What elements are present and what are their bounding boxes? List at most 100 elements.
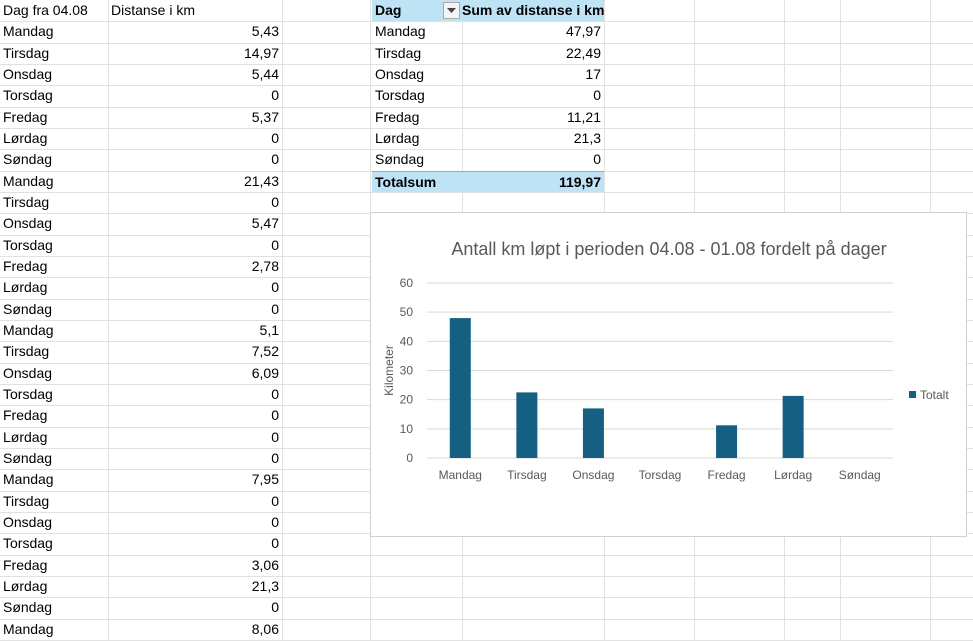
pivot-row-value[interactable]: 21,3 — [573, 130, 601, 146]
day-cell[interactable]: Tirsdag — [3, 343, 50, 359]
distance-cell[interactable]: 0 — [271, 514, 279, 530]
bar-tirsdag — [516, 392, 538, 458]
day-cell[interactable]: Søndag — [3, 151, 53, 167]
day-cell[interactable]: Tirsdag — [3, 45, 50, 61]
distance-cell[interactable]: 0 — [271, 407, 279, 423]
day-cell[interactable]: Onsdag — [3, 365, 53, 381]
distance-cell[interactable]: 5,1 — [259, 322, 279, 338]
x-tick-label: Torsdag — [639, 468, 682, 482]
day-cell[interactable]: Mandag — [3, 621, 54, 637]
day-cell[interactable]: Onsdag — [3, 215, 53, 231]
day-cell[interactable]: Fredag — [3, 258, 48, 274]
grid-row-line — [0, 576, 973, 577]
chart-title: Antall km løpt i perioden 04.08 - 01.08 … — [451, 239, 886, 259]
column-header-distance[interactable]: Distanse i km — [111, 2, 196, 18]
y-tick-label: 30 — [400, 364, 414, 378]
distance-cell[interactable]: 7,95 — [251, 471, 279, 487]
day-cell[interactable]: Tirsdag — [3, 493, 50, 509]
distance-cell[interactable]: 5,44 — [251, 66, 279, 82]
pivot-header-day[interactable]: Dag — [372, 0, 462, 21]
bar-chart[interactable]: Antall km løpt i perioden 04.08 - 01.08 … — [370, 212, 967, 537]
distance-cell[interactable]: 0 — [271, 237, 279, 253]
column-header-day[interactable]: Dag fra 04.08 — [3, 2, 88, 18]
pivot-total-value[interactable]: 119,97 — [462, 171, 604, 192]
day-cell[interactable]: Torsdag — [3, 87, 53, 103]
distance-cell[interactable]: 6,09 — [251, 365, 279, 381]
day-cell[interactable]: Fredag — [3, 109, 48, 125]
distance-cell[interactable]: 0 — [271, 130, 279, 146]
pivot-row-label[interactable]: Fredag — [375, 109, 420, 125]
distance-cell[interactable]: 0 — [271, 194, 279, 210]
pivot-row-value[interactable]: 0 — [593, 151, 601, 167]
day-cell[interactable]: Fredag — [3, 407, 48, 423]
pivot-row-label[interactable]: Tirsdag — [375, 45, 422, 61]
distance-cell[interactable]: 3,06 — [251, 557, 279, 573]
pivot-row-label[interactable]: Torsdag — [375, 87, 425, 103]
day-cell[interactable]: Søndag — [3, 450, 53, 466]
grid-row-line — [0, 43, 973, 44]
day-cell[interactable]: Torsdag — [3, 535, 53, 551]
distance-cell[interactable]: 0 — [271, 450, 279, 466]
day-cell[interactable]: Mandag — [3, 173, 54, 189]
pivot-header-sum[interactable]: Sum av distanse i km — [462, 0, 604, 21]
day-cell[interactable]: Lørdag — [3, 578, 48, 594]
day-cell[interactable]: Søndag — [3, 301, 53, 317]
pivot-row-label[interactable]: Lørdag — [375, 130, 420, 146]
day-cell[interactable]: Søndag — [3, 599, 53, 615]
pivot-row-value[interactable]: 47,97 — [565, 23, 601, 39]
day-cell[interactable]: Torsdag — [3, 237, 53, 253]
pivot-row-value[interactable]: 0 — [593, 87, 601, 103]
day-cell[interactable]: Lørdag — [3, 279, 48, 295]
distance-cell[interactable]: 5,47 — [251, 215, 279, 231]
grid-row-line — [0, 128, 973, 129]
pivot-row-value[interactable]: 17 — [585, 66, 601, 82]
distance-cell[interactable]: 21,3 — [251, 578, 279, 594]
day-cell[interactable]: Mandag — [3, 471, 54, 487]
pivot-row-label[interactable]: Mandag — [375, 23, 426, 39]
day-cell[interactable]: Mandag — [3, 23, 54, 39]
x-tick-label: Onsdag — [572, 468, 614, 482]
day-cell[interactable]: Tirsdag — [3, 194, 50, 210]
day-cell[interactable]: Lørdag — [3, 429, 48, 445]
day-cell[interactable]: Lørdag — [3, 130, 48, 146]
distance-cell[interactable]: 0 — [271, 493, 279, 509]
y-tick-label: 50 — [400, 305, 414, 319]
distance-cell[interactable]: 5,43 — [251, 23, 279, 39]
distance-cell[interactable]: 0 — [271, 151, 279, 167]
pivot-row-label[interactable]: Onsdag — [375, 66, 425, 82]
distance-cell[interactable]: 0 — [271, 599, 279, 615]
day-cell[interactable]: Onsdag — [3, 66, 53, 82]
y-tick-label: 10 — [400, 422, 414, 436]
distance-cell[interactable]: 7,52 — [251, 343, 279, 359]
bar-fredag — [716, 425, 738, 458]
distance-cell[interactable]: 0 — [271, 301, 279, 317]
grid-row-line — [0, 597, 973, 598]
distance-cell[interactable]: 21,43 — [243, 173, 279, 189]
distance-cell[interactable]: 5,37 — [251, 109, 279, 125]
day-cell[interactable]: Torsdag — [3, 386, 53, 402]
day-cell[interactable]: Onsdag — [3, 514, 53, 530]
distance-cell[interactable]: 8,06 — [251, 621, 279, 637]
pivot-total-label[interactable]: Totalsum — [372, 171, 462, 192]
distance-cell[interactable]: 0 — [271, 279, 279, 295]
distance-cell[interactable]: 0 — [271, 87, 279, 103]
legend-label: Totalt — [920, 388, 949, 402]
pivot-filter-button[interactable] — [443, 2, 460, 19]
x-tick-label: Søndag — [839, 468, 881, 482]
legend-swatch — [909, 391, 916, 398]
day-cell[interactable]: Mandag — [3, 322, 54, 338]
pivot-row-label[interactable]: Søndag — [375, 151, 425, 167]
distance-cell[interactable]: 0 — [271, 429, 279, 445]
distance-cell[interactable]: 0 — [271, 386, 279, 402]
distance-cell[interactable]: 2,78 — [251, 258, 279, 274]
y-tick-label: 0 — [406, 451, 413, 465]
dropdown-arrow-icon — [447, 8, 456, 13]
chart-canvas: Antall km løpt i perioden 04.08 - 01.08 … — [382, 239, 949, 482]
y-tick-label: 60 — [400, 276, 414, 290]
pivot-row-value[interactable]: 22,49 — [565, 45, 601, 61]
pivot-row-value[interactable]: 11,21 — [567, 109, 601, 125]
distance-cell[interactable]: 14,97 — [243, 45, 279, 61]
day-cell[interactable]: Fredag — [3, 557, 48, 573]
grid-row-line — [0, 149, 973, 150]
distance-cell[interactable]: 0 — [271, 535, 279, 551]
